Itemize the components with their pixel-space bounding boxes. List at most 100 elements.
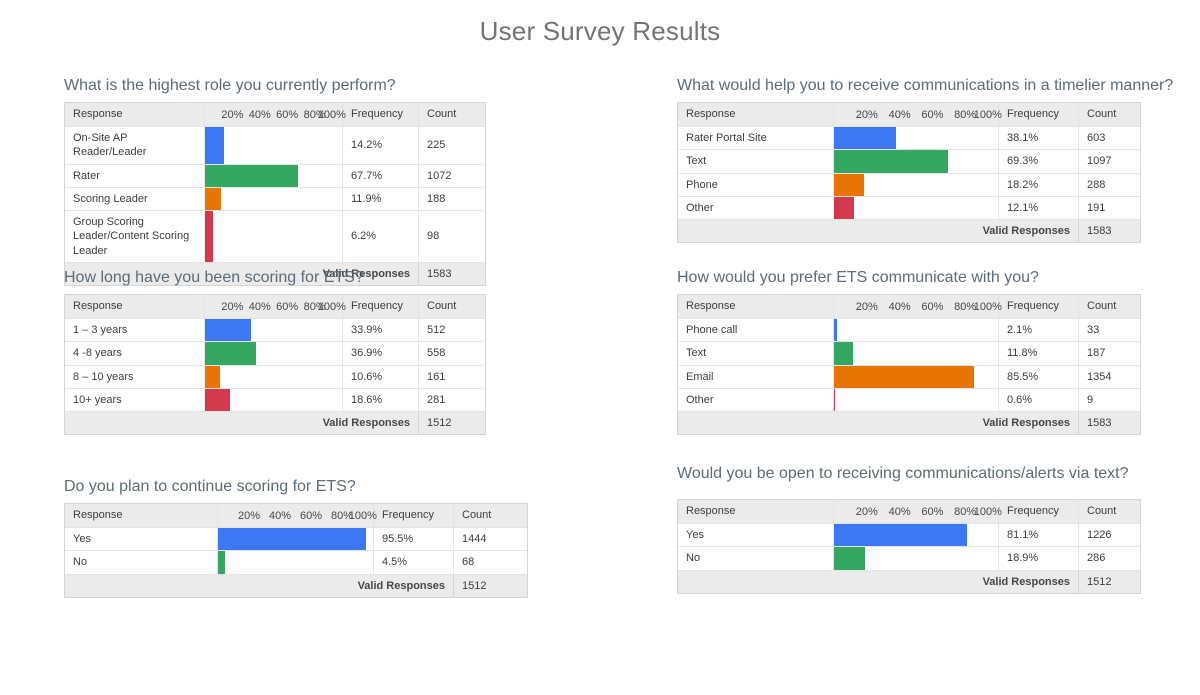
scale-tick: 40% [268,509,292,522]
table-row: Group Scoring Leader/Content Scoring Lea… [65,210,485,263]
valid-responses-label: Valid Responses [322,417,410,430]
bar-cell [204,342,342,365]
bar-cell [833,388,998,412]
table-row: Email 85.5% 1354 [678,364,1140,388]
table-header-row: Response 20% 40% 60% 80% 100% Frequency Coun… [65,103,485,126]
count-value: 191 [1078,196,1140,220]
count-value: 98 [418,211,485,263]
scale-tick: 20% [855,108,878,121]
count-value: 281 [418,388,485,412]
question-title: How would you prefer ETS communicate wit… [677,269,1039,286]
table-header-row: Response 20% 40% 60% 80% 100% Frequency Coun… [65,504,527,527]
count-value: 512 [418,319,485,342]
bar-cell [833,127,998,150]
frequency-value: 18.2% [998,173,1078,196]
column-header-count: Count [1078,500,1140,523]
table-row: Phone 18.2% 288 [678,172,1140,196]
frequency-bar [834,342,854,365]
table-row: No 4.5% 68 [65,550,527,574]
count-value: 1072 [418,164,485,187]
frequency-bar [834,365,975,388]
response-label: Text [686,155,707,168]
valid-responses-count: 1583 [418,263,485,286]
response-label: Other [686,201,714,214]
survey-panel-scoring-length: How long have you been scoring for ETS? … [64,269,486,436]
table-row: Other 12.1% 191 [678,195,1140,220]
table-row: 4 -8 years 36.9% 558 [65,341,485,365]
survey-table: Response 20% 40% 60% 80% 100% Frequency Coun… [677,499,1141,594]
column-header-response: Response [686,300,736,313]
response-label: 4 -8 years [73,347,122,360]
frequency-bar [834,196,854,220]
frequency-bar [834,388,835,412]
bar-cell [833,173,998,196]
column-header-response: Response [686,505,736,518]
table-header-row: Response 20% 40% 60% 80% 100% Frequency Coun… [678,295,1140,318]
table-header-row: Response 20% 40% 60% 80% 100% Frequency Coun… [678,500,1140,523]
survey-panel-continue-scoring: Do you plan to continue scoring for ETS?… [64,478,528,598]
scale-tick: 100% [973,108,1002,121]
column-header-frequency: Frequency [998,295,1078,318]
bar-cell [204,319,342,342]
scale-tick: 60% [276,300,299,313]
page-title: User Survey Results [479,16,721,46]
column-header-count: Count [1078,103,1140,126]
question-title: Would you be open to receiving communica… [677,465,1129,482]
response-label: Scoring Leader [73,192,148,205]
response-label: Phone [686,178,718,191]
bar-cell [833,365,998,388]
scale-tick: 80% [330,509,354,522]
response-label: 10+ years [73,393,122,406]
count-value: 603 [1078,127,1140,150]
response-label: Other [686,393,714,406]
scale-tick: 20% [221,108,244,121]
frequency-value: 10.6% [342,365,418,388]
scale-tick: 40% [248,300,271,313]
scale-tick: 60% [921,505,944,518]
frequency-bar [205,342,256,365]
frequency-bar [205,388,231,412]
valid-responses-label: Valid Responses [982,575,1070,588]
frequency-bar [218,551,225,574]
scale-tick: 100% [973,505,1002,518]
frequency-bar [834,173,864,196]
survey-table: Response 20% 40% 60% 80% 100% Frequency Coun… [677,102,1141,244]
survey-table: Response 20% 40% 60% 80% 100% Frequency Coun… [64,503,528,598]
bar-cell [204,211,342,263]
table-row: Scoring Leader 11.9% 188 [65,186,485,211]
response-label: 1 – 3 years [73,324,128,336]
frequency-bar [205,211,214,263]
table-row: Text 11.8% 187 [678,341,1140,365]
frequency-value: 11.9% [342,187,418,211]
bar-cell [204,187,342,211]
scale-tick: 20% [855,300,878,313]
scale-tick: 80% [303,108,326,121]
frequency-bar [205,319,252,342]
scale-tick: 60% [921,108,944,121]
table-footer-row: Valid Responses 1512 [65,573,527,597]
scale-tick: 20% [855,505,878,518]
valid-responses-count: 1583 [1078,220,1140,243]
scale-tick: 20% [237,509,261,522]
column-header-count: Count [418,103,485,126]
percent-scale: 20% 40% 60% 80% 100% [833,500,1002,523]
response-label: Email [686,370,714,383]
table-row: Text 69.3% 1097 [678,149,1140,173]
bar-cell [833,150,998,173]
frequency-value: 33.9% [342,319,418,342]
count-value: 33 [1078,319,1140,342]
count-value: 1097 [1078,150,1140,173]
bar-cell [217,528,373,551]
bar-cell [833,342,998,365]
count-value: 1226 [1078,524,1140,547]
scale-tick: 40% [888,300,911,313]
frequency-value: 95.5% [373,528,453,551]
frequency-bar [834,547,865,570]
response-label: Group Scoring Leader/Content Scoring Lea… [73,216,190,257]
frequency-bar [218,528,367,551]
frequency-value: 2.1% [998,319,1078,342]
response-label: No [73,556,88,569]
scale-tick: 60% [276,108,299,121]
percent-scale: 20% 40% 60% 80% 100% [833,295,1002,318]
count-value: 558 [418,342,485,365]
